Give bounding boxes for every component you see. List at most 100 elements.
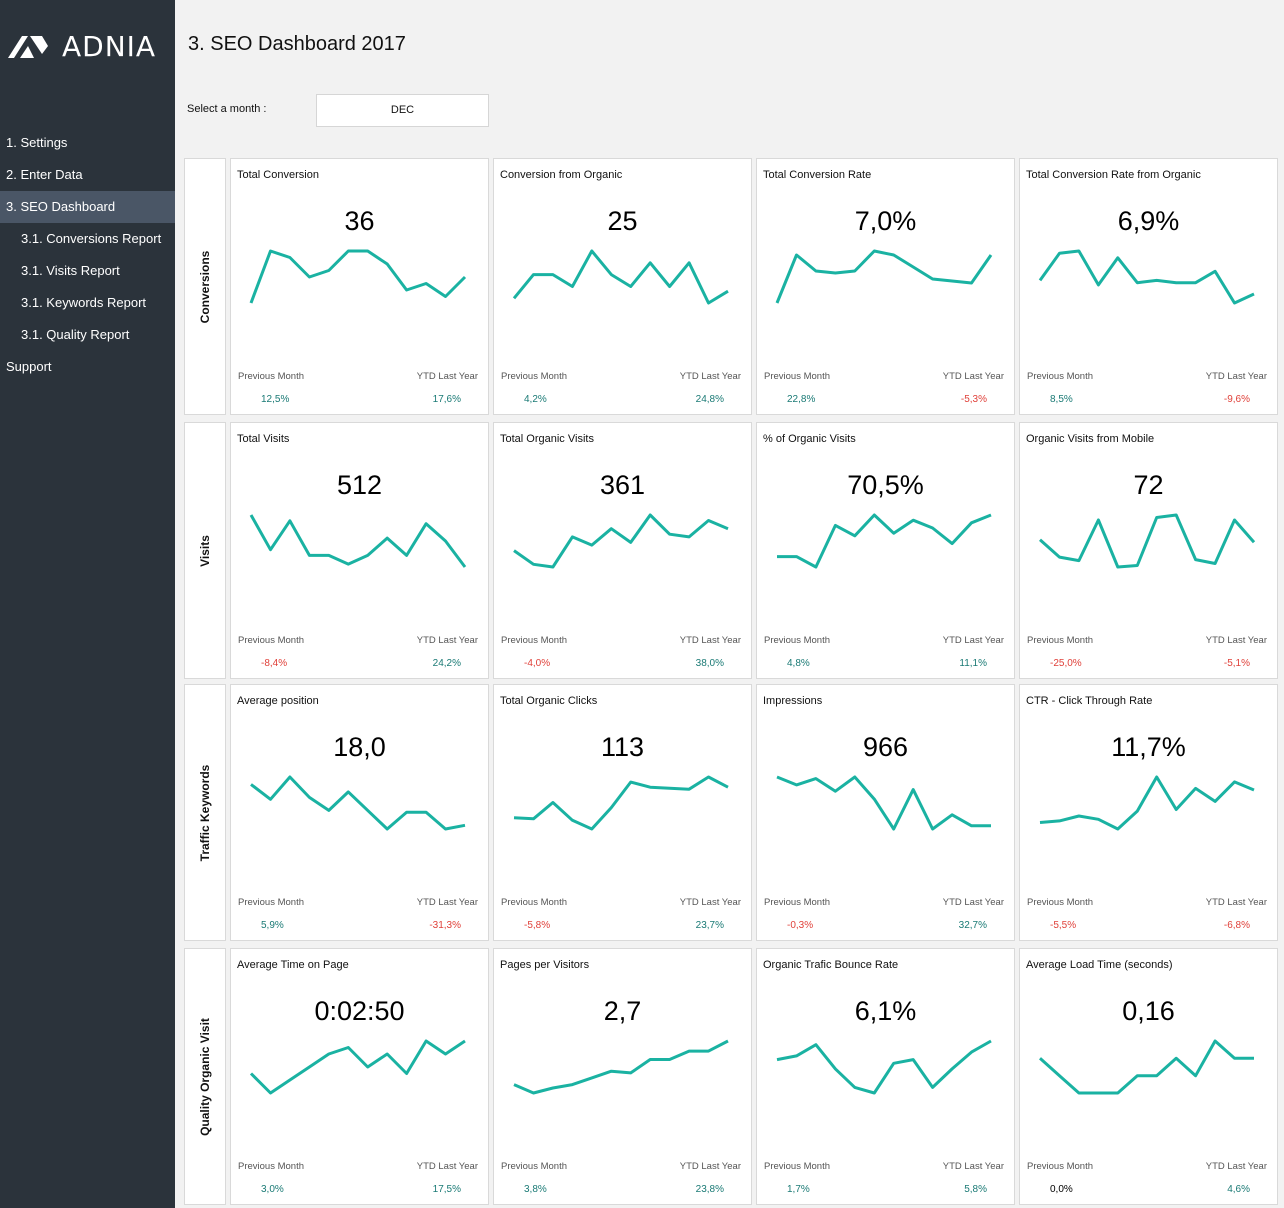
kpi-sparkline bbox=[513, 775, 729, 831]
ytd-last-year-value: 17,6% bbox=[432, 394, 461, 405]
kpi-value: 2,7 bbox=[603, 996, 642, 1026]
nav-item-seo-dashboard[interactable]: 3. SEO Dashboard bbox=[0, 191, 175, 223]
sparkline-series bbox=[1039, 775, 1255, 831]
kpi-card-ctr-click-through-rate: CTR - Click Through Rate 11,7% Previous Mo… bbox=[1019, 684, 1278, 941]
previous-month-label: Previous Month bbox=[1027, 897, 1094, 908]
brand-name: ADNIA bbox=[62, 30, 157, 63]
kpi-value: 0,16 bbox=[1122, 996, 1175, 1026]
nav-item-settings[interactable]: 1. Settings bbox=[6, 135, 68, 150]
sparkline-series bbox=[1039, 513, 1256, 569]
previous-month-value: 22,8% bbox=[787, 394, 816, 405]
kpi-title: Organic Visits from Mobile bbox=[1026, 433, 1155, 445]
kpi-card-average-position: Average position 18,0 Previous Month YTD La… bbox=[230, 684, 489, 941]
kpi-title: Organic Trafic Bounce Rate bbox=[763, 959, 899, 971]
kpi-value: 7,0% bbox=[854, 206, 917, 236]
kpi-row-traffic-keywords: Traffic Keywords Average position 18,0 Prev… bbox=[184, 684, 1278, 942]
kpi-sparkline bbox=[250, 775, 466, 831]
kpi-title: Total Conversion Rate bbox=[763, 169, 872, 181]
ytd-last-year-value: 11,1% bbox=[959, 658, 987, 669]
ytd-last-year-value: -31,3% bbox=[429, 920, 461, 931]
ytd-last-year-value: 24,8% bbox=[695, 394, 724, 405]
ytd-last-year-label: YTD Last Year bbox=[942, 635, 1004, 646]
ytd-last-year-value: 38,0% bbox=[695, 658, 724, 669]
ytd-last-year-label: YTD Last Year bbox=[942, 371, 1004, 382]
ytd-last-year-label: YTD Last Year bbox=[1205, 371, 1267, 382]
kpi-title: Average Load Time (seconds) bbox=[1026, 959, 1173, 971]
kpi-card-total-conversion-rate: Total Conversion Rate 7,0% Previous Month Y… bbox=[756, 158, 1015, 415]
ytd-last-year-label: YTD Last Year bbox=[679, 635, 741, 646]
previous-month-value: 8,5% bbox=[1050, 394, 1073, 405]
month-select-label: Select a month : bbox=[187, 103, 267, 115]
kpi-sparkline bbox=[776, 775, 991, 831]
kpi-card-total-organic-clicks: Total Organic Clicks 113 Previous Month YTD… bbox=[493, 684, 752, 941]
kpi-sparkline bbox=[249, 1039, 466, 1095]
ytd-last-year-value: -6,8% bbox=[1223, 920, 1250, 931]
sparkline-series bbox=[776, 1039, 992, 1095]
previous-month-label: Previous Month bbox=[238, 897, 305, 908]
kpi-sparkline bbox=[1038, 249, 1255, 305]
dashboard-main: 3. SEO Dashboard 2017 Select a month : D… bbox=[175, 0, 1284, 1208]
ytd-last-year-label: YTD Last Year bbox=[416, 897, 478, 908]
kpi-value: 25 bbox=[607, 206, 638, 236]
sparkline-series bbox=[249, 514, 467, 568]
row-label-text: Visits bbox=[198, 534, 212, 567]
previous-month-label: Previous Month bbox=[764, 635, 831, 646]
sparkline-series bbox=[250, 775, 466, 831]
kpi-card-total-visits: Total Visits 512 Previous Month YTD Last Ye… bbox=[230, 422, 489, 679]
kpi-sparkline bbox=[776, 1039, 992, 1095]
kpi-card-pages-per-visitors: Pages per Visitors 2,7 Previous Month YTD L… bbox=[493, 948, 752, 1205]
previous-month-value: -5,5% bbox=[1050, 920, 1077, 931]
previous-month-value: -8,4% bbox=[261, 658, 288, 669]
kpi-card-average-load-time-seconds: Average Load Time (seconds) 0,16 Previous … bbox=[1019, 948, 1278, 1205]
kpi-row-conversions: Conversions Total Conversion 36 Previous Mo… bbox=[184, 158, 1278, 416]
nav-item-quality-report[interactable]: 3.1. Quality Report bbox=[21, 327, 130, 342]
month-select[interactable]: DEC bbox=[316, 94, 489, 127]
kpi-title: Average position bbox=[237, 695, 319, 707]
kpi-value: 6,9% bbox=[1117, 206, 1180, 236]
sparkline-series bbox=[1038, 249, 1255, 305]
kpi-title: Pages per Visitors bbox=[500, 959, 590, 971]
previous-month-value: -5,8% bbox=[524, 920, 551, 931]
row-label-text: Conversions bbox=[198, 250, 212, 323]
kpi-sparkline bbox=[249, 249, 467, 304]
previous-month-label: Previous Month bbox=[764, 897, 831, 908]
kpi-sparkline bbox=[1039, 775, 1255, 831]
previous-month-label: Previous Month bbox=[238, 635, 305, 646]
nav-item-support[interactable]: Support bbox=[6, 359, 52, 374]
nav-item-enter-data[interactable]: 2. Enter Data bbox=[6, 167, 83, 182]
kpi-sparkline bbox=[513, 513, 729, 569]
kpi-value: 72 bbox=[1133, 470, 1164, 500]
previous-month-value: -4,0% bbox=[524, 658, 551, 669]
sparkline-series bbox=[249, 1039, 466, 1095]
kpi-value: 70,5% bbox=[847, 470, 924, 500]
previous-month-value: 4,8% bbox=[787, 658, 810, 669]
previous-month-label: Previous Month bbox=[1027, 371, 1094, 382]
kpi-sparkline bbox=[1039, 1039, 1254, 1095]
nav-item-conversions-report[interactable]: 3.1. Conversions Report bbox=[21, 231, 162, 246]
kpi-title: % of Organic Visits bbox=[763, 433, 856, 445]
row-label-text: Quality Organic Visit bbox=[198, 1017, 212, 1136]
kpi-title: CTR - Click Through Rate bbox=[1026, 695, 1153, 707]
kpi-title: Total Organic Visits bbox=[500, 433, 594, 445]
kpi-sparkline bbox=[777, 513, 992, 569]
previous-month-label: Previous Month bbox=[501, 635, 568, 646]
sparkline-series bbox=[775, 249, 993, 304]
ytd-last-year-value: -9,6% bbox=[1223, 394, 1250, 405]
ytd-last-year-label: YTD Last Year bbox=[679, 897, 741, 908]
nav-item-visits-report[interactable]: 3.1. Visits Report bbox=[21, 263, 120, 278]
nav-item-keywords-report[interactable]: 3.1. Keywords Report bbox=[21, 295, 147, 310]
kpi-card-conversion-from-organic: Conversion from Organic 25 Previous Month Y… bbox=[493, 158, 752, 415]
kpi-card-of-organic-visits: % of Organic Visits 70,5% Previous Month YT… bbox=[756, 422, 1015, 679]
previous-month-value: 3,8% bbox=[524, 1184, 547, 1195]
ytd-last-year-value: 32,7% bbox=[958, 920, 987, 931]
ytd-last-year-label: YTD Last Year bbox=[1205, 1161, 1267, 1172]
kpi-value: 361 bbox=[599, 470, 646, 500]
ytd-last-year-label: YTD Last Year bbox=[679, 371, 741, 382]
ytd-last-year-label: YTD Last Year bbox=[679, 1161, 741, 1172]
kpi-title: Total Conversion Rate from Organic bbox=[1026, 169, 1201, 181]
kpi-card-impressions: Impressions 966 Previous Month YTD Last Yea… bbox=[756, 684, 1015, 941]
ytd-last-year-label: YTD Last Year bbox=[1205, 897, 1267, 908]
kpi-card-organic-trafic-bounce-rate: Organic Trafic Bounce Rate 6,1% Previous M… bbox=[756, 948, 1015, 1205]
sparkline-series bbox=[1039, 1039, 1254, 1095]
kpi-value: 113 bbox=[600, 732, 645, 762]
